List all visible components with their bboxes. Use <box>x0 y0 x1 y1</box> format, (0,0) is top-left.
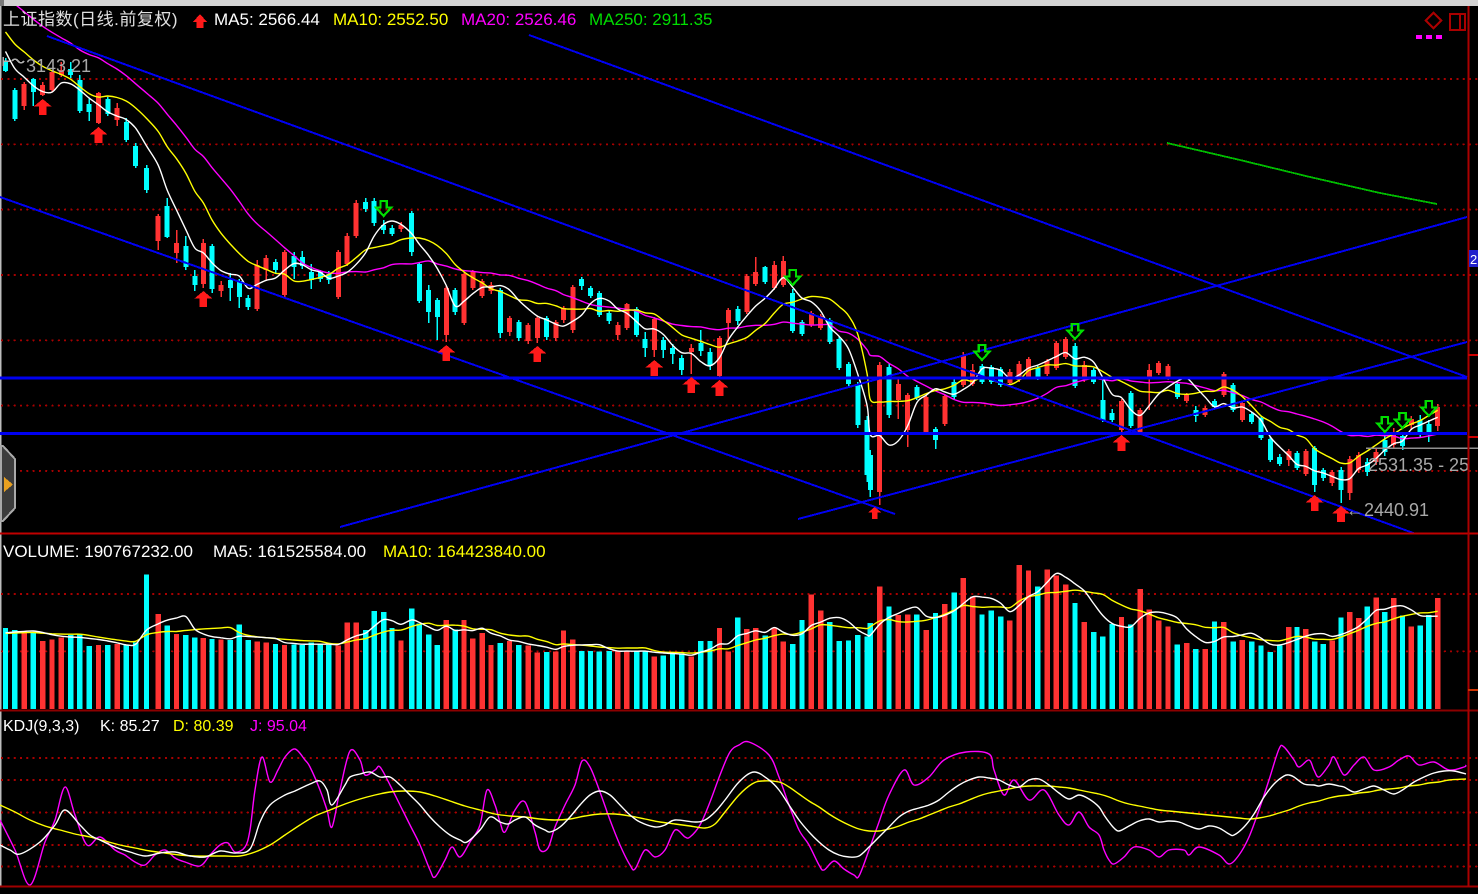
svg-text:上证指数(日线.前复权): 上证指数(日线.前复权) <box>3 10 178 29</box>
svg-text:KDJ(9,3,3): KDJ(9,3,3) <box>3 718 79 735</box>
svg-text:MA20: 2526.46: MA20: 2526.46 <box>461 10 576 29</box>
svg-text:D: 80.39: D: 80.39 <box>173 718 234 735</box>
svg-text:3143.21: 3143.21 <box>26 56 91 76</box>
svg-text:J: 95.04: J: 95.04 <box>250 718 307 735</box>
svg-text:2531.35 - 25: 2531.35 - 25 <box>1368 455 1469 475</box>
svg-text:K: 85.27: K: 85.27 <box>100 718 160 735</box>
svg-text:VOLUME: 190767232.00: VOLUME: 190767232.00 <box>3 542 193 561</box>
svg-text:MA10: 2552.50: MA10: 2552.50 <box>333 10 448 29</box>
svg-text:MA250: 2911.35: MA250: 2911.35 <box>589 10 713 29</box>
svg-text:MA5: 161525584.00: MA5: 161525584.00 <box>213 542 366 561</box>
svg-text:MA10: 164423840.00: MA10: 164423840.00 <box>383 542 546 561</box>
svg-text:2: 2 <box>1470 252 1477 267</box>
svg-text:←2440.91: ←2440.91 <box>1346 500 1429 520</box>
svg-text:MA5: 2566.44: MA5: 2566.44 <box>214 10 320 29</box>
